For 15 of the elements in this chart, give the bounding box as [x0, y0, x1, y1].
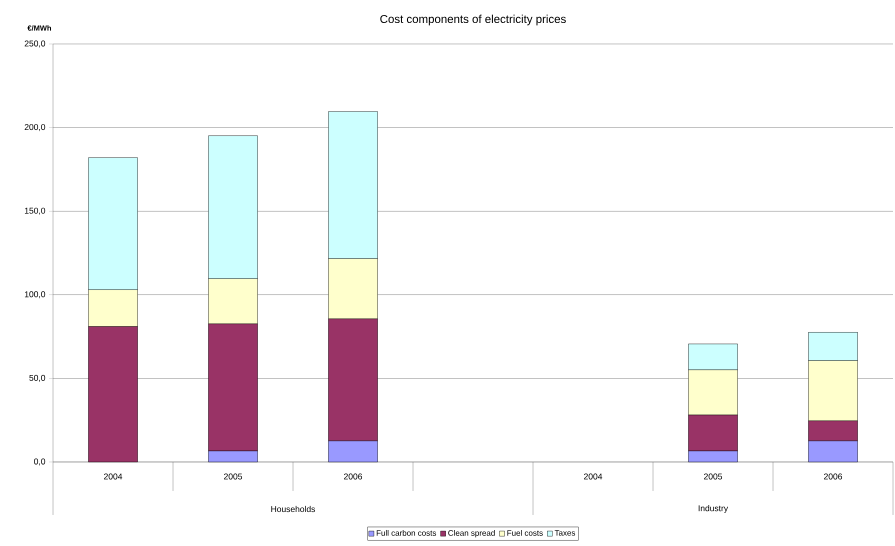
x-tick-label: 2004	[584, 474, 602, 480]
text: Households	[271, 506, 316, 512]
y-tick-label: 250,0	[24, 40, 46, 48]
y-tick-label: 0,0	[34, 458, 46, 466]
x-tick-label: 2004	[104, 474, 122, 480]
x-tick-label: 2006	[344, 474, 362, 480]
y-tick-label: 50,0	[29, 374, 46, 382]
text: Industry	[698, 505, 728, 513]
chart-title: Cost components of electricity prices	[380, 14, 566, 26]
y-tick-label: 100,0	[24, 291, 46, 298]
x-tick-label: 2005	[224, 474, 242, 480]
y-tick-label: 150,0	[24, 208, 46, 215]
x-tick-label: 2006	[824, 474, 842, 480]
x-tick-label: 2005	[704, 474, 722, 480]
y-tick-label: 200,0	[24, 124, 46, 132]
